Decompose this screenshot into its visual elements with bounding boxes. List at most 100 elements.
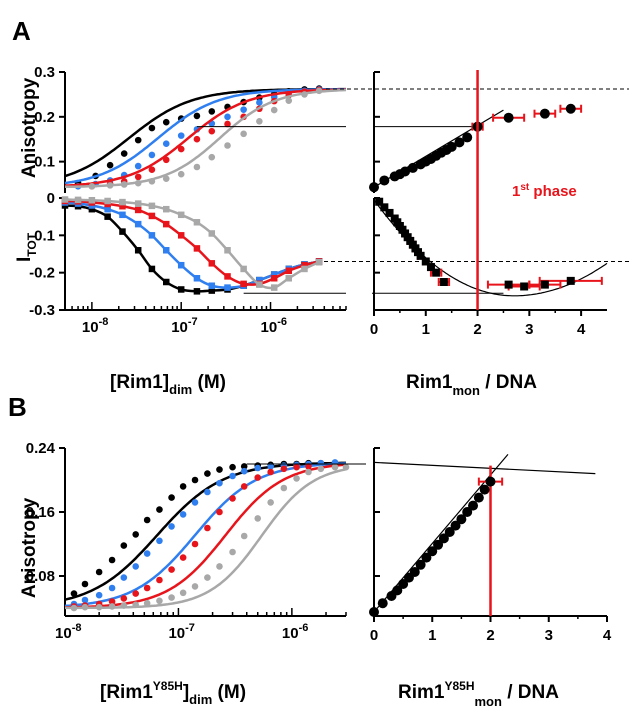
- a-itot-axis-label: ITOT: [14, 232, 39, 262]
- b-left-x-sub: dim: [189, 692, 212, 707]
- b-left-point-red: [305, 463, 312, 470]
- a-left-itot-point-red: [285, 267, 293, 275]
- a-left-aniso-point-gray: [270, 106, 278, 114]
- a-right-x-sub: mon: [452, 383, 480, 398]
- a-left-itot-point-gray: [177, 211, 185, 219]
- a-left-itot-point-gray: [162, 205, 170, 213]
- a-right-itot-point: [566, 276, 575, 285]
- b-left-point-blue: [168, 523, 175, 530]
- a-left-itot-y-tick-label: -0.1: [29, 227, 55, 244]
- a-left-itot-point-gray: [88, 196, 96, 204]
- b-left-point-black: [70, 590, 78, 597]
- a-left-itot-point-gray: [240, 265, 247, 273]
- a-left-itot-point-red: [193, 245, 201, 252]
- a-left-aniso-point-gray: [224, 142, 231, 149]
- b-left-point-gray: [81, 603, 89, 611]
- a-left-itot-point-gray: [224, 247, 231, 254]
- a-left-itot-x-tick-label: 10-6: [261, 316, 287, 336]
- phase-annotation: 1st phase: [512, 182, 577, 200]
- b-left-point-gray: [204, 574, 211, 581]
- a-left-itot-point-black: [88, 205, 96, 213]
- a-left-itot-point-red: [162, 220, 170, 228]
- b-right-x-tick-label: 1: [428, 627, 436, 644]
- a-left-itot-point-gray: [148, 202, 156, 210]
- b-left-x-axis-label: [Rim1Y85H]dim (M): [100, 679, 246, 707]
- b-left-point-red: [156, 576, 163, 584]
- a-left-aniso-point-blue: [256, 99, 263, 106]
- panel-label-b: B: [8, 392, 27, 422]
- b-left-x-sup: Y85H: [153, 679, 183, 693]
- b-left-point-black: [216, 466, 223, 473]
- a-left-itot-point-red: [119, 202, 126, 210]
- a-left-aniso-point-gray: [285, 97, 293, 104]
- a-itot-sub: TOT: [25, 232, 39, 256]
- a-left-itot-point-gray: [208, 230, 216, 237]
- b-left-point-red: [216, 508, 223, 516]
- b-left-point-black: [240, 463, 248, 470]
- b-left-point-black: [204, 470, 211, 477]
- a-left-itot-y-tick-label: -0.2: [29, 265, 55, 282]
- b-left-point-black: [120, 542, 128, 549]
- plots-layer: 0.1 0.2 0.3 10-8 10-7 10-6 0 -0.1 -0.2 -0.3 0 1 2 3 4 1…: [26, 64, 629, 644]
- b-right-point: [409, 567, 420, 577]
- a-left-aniso-point-red: [208, 127, 216, 135]
- b-left-point-blue: [132, 563, 140, 570]
- b-left-point-blue: [254, 464, 262, 472]
- a-left-itot-point-black: [162, 278, 170, 286]
- b-left-point-red: [191, 540, 199, 548]
- b-right-point: [456, 514, 467, 525]
- a-left-aniso-point-gray: [88, 182, 96, 190]
- b-left-point-gray: [95, 603, 103, 611]
- a-right-itot-x-tick-label: 3: [525, 321, 533, 338]
- b-left-point-blue: [191, 499, 199, 506]
- a-left-itot-point-black: [193, 288, 201, 295]
- a-left-aniso-point-blue: [177, 132, 185, 139]
- a-left-aniso-point-gray: [193, 163, 201, 171]
- a-left-itot-y-tick-label: -0.3: [29, 302, 55, 319]
- b-left-point-black: [156, 506, 163, 513]
- b-left-point-gray: [240, 532, 248, 540]
- b-right-point: [421, 552, 432, 563]
- b-left-point-gray: [168, 594, 175, 601]
- a-left-aniso-point-gray: [177, 170, 185, 178]
- a-left-aniso-point-red: [148, 166, 156, 173]
- b-right-point: [415, 559, 426, 570]
- a-anisotropy-axis-label: Anisotropy: [19, 77, 40, 178]
- a-left-aniso-fit-red: [64, 88, 347, 187]
- a-left-aniso-point-gray: [120, 181, 128, 188]
- a-left-aniso-point-gray: [162, 175, 170, 182]
- b-left-point-gray: [331, 463, 339, 471]
- b-left-point-blue: [267, 463, 274, 470]
- a-left-itot-point-blue: [224, 284, 231, 291]
- a-left-itot-point-red: [208, 260, 216, 267]
- b-left-point-blue: [179, 511, 187, 518]
- a-left-aniso-point-gray: [208, 153, 216, 161]
- b-left-point-blue: [81, 596, 89, 604]
- b-left-point-red: [229, 495, 236, 502]
- a-left-aniso-point-gray: [148, 178, 156, 185]
- b-right-point: [369, 607, 379, 617]
- a-left-aniso-y-tick-label: 0.1: [34, 154, 55, 171]
- a-left-aniso-point-black: [106, 161, 114, 169]
- b-left-point-blue: [229, 472, 236, 480]
- a-right-aniso-point: [369, 182, 379, 193]
- b-left-point-blue: [216, 479, 223, 487]
- a-left-aniso-point-gray: [315, 87, 323, 95]
- a-left-aniso-point-red: [193, 135, 201, 143]
- a-left-aniso-point-blue: [162, 140, 170, 148]
- b-left-point-black: [81, 580, 89, 588]
- b-left-point-black: [108, 556, 116, 564]
- a-left-itot-point-blue: [177, 261, 185, 269]
- a-left-itot-point-gray: [270, 284, 278, 291]
- b-right-point: [433, 539, 444, 550]
- a-right-itot-x-tick-label: 2: [473, 321, 481, 338]
- a-left-aniso-point-red: [224, 120, 231, 128]
- a-left-itot-point-gray: [315, 258, 323, 266]
- a-right-itot-point: [540, 280, 549, 289]
- b-right-x-axis-label: Rim1Y85Hmon / DNA: [398, 679, 559, 709]
- b-left-point-blue: [317, 459, 325, 467]
- a-left-aniso-point-black: [162, 118, 170, 126]
- a-left-itot-point-blue: [256, 276, 263, 284]
- b-left-point-gray: [267, 499, 274, 506]
- b-left-x-close: ]: [183, 682, 189, 703]
